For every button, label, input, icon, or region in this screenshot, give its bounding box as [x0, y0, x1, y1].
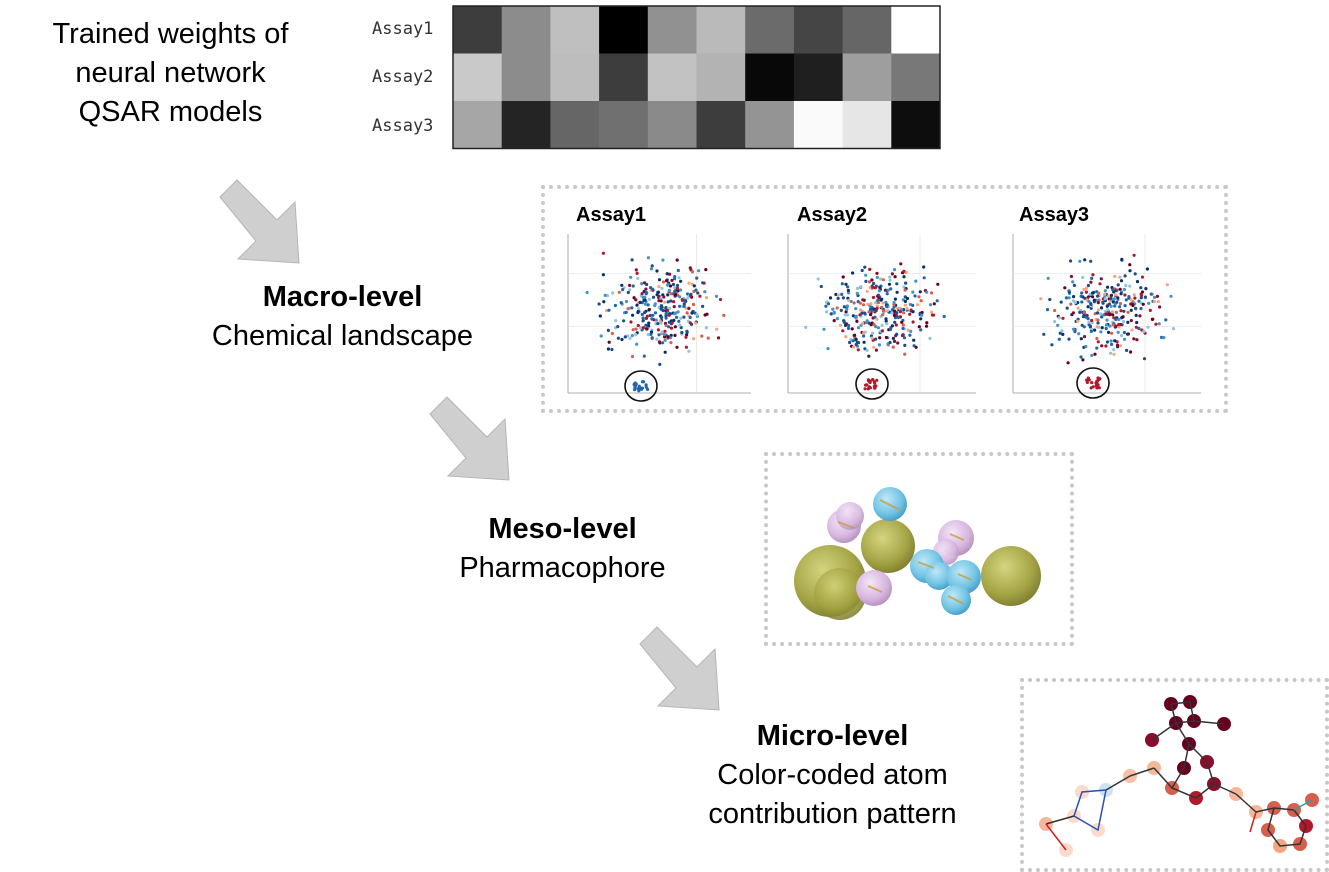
landscape-title-assay3: Assay3: [1019, 204, 1090, 226]
weights-caption: Trained weights of neural network QSAR m…: [18, 15, 323, 132]
heatmap-frame: [452, 5, 941, 150]
weights-line-3: QSAR models: [78, 96, 263, 128]
heatmap-cell: [647, 6, 697, 54]
landscape-title-assay2: Assay2: [797, 204, 868, 226]
landscape-scatter-assay3: [1012, 234, 1201, 399]
heatmap-cell: [793, 53, 844, 102]
heatmap-cell: [501, 101, 551, 149]
meso-subtitle: Pharmacophore: [459, 552, 666, 584]
highlight-circle: [1076, 367, 1110, 399]
macro-title: Macro-level: [262, 281, 423, 313]
pharmacophore-spheres: [794, 487, 1041, 620]
heatmap-cell: [842, 101, 892, 149]
heatmap-cell: [599, 101, 649, 149]
highlight-circle: [855, 368, 889, 400]
heatmap-cell: [793, 6, 844, 54]
heatmap-cell: [599, 6, 649, 54]
heatmap-cell: [891, 53, 941, 102]
landscape-scatter-assay2: [787, 234, 976, 400]
weights-heatmap: [452, 5, 941, 150]
highlight-circle: [624, 370, 658, 402]
pharmacophore-model: [794, 487, 1041, 620]
landscape-title-assay1: Assay1: [576, 204, 647, 226]
heatmap-cell: [745, 101, 795, 149]
landscape-scatter-assay1: [567, 234, 751, 402]
micro-caption: Micro-level Color-coded atom contributio…: [670, 717, 995, 834]
meso-caption: Meso-level Pharmacophore: [420, 510, 705, 588]
chemical-landscape-panel: [541, 185, 1228, 413]
heatmap-cell: [891, 6, 941, 54]
heatmap-cell: [453, 53, 503, 102]
meso-title: Meso-level: [488, 513, 637, 545]
pharmacophore-panel: [764, 452, 1074, 646]
heatmap-cell: [550, 6, 600, 54]
heatmap-row-label-1: Assay1: [372, 19, 434, 39]
weights-line-2: neural network: [75, 57, 266, 89]
heatmap-cell: [647, 101, 697, 149]
atom-contribution-molecule: [1039, 695, 1319, 857]
heatmap-cell: [745, 6, 795, 54]
heatmap-cell: [842, 6, 892, 54]
heatmap-cell: [793, 101, 844, 149]
arrow-down-3: [639, 626, 720, 711]
heatmap-row-label-2: Assay2: [372, 67, 434, 87]
weights-line-1: Trained weights of: [52, 18, 289, 50]
micro-subtitle-line-1: Color-coded atom: [717, 759, 948, 791]
heatmap-cell: [696, 101, 746, 149]
heatmap-cell: [550, 53, 600, 102]
heatmap-cell: [745, 53, 795, 102]
heatmap-cell: [453, 6, 503, 54]
heatmap-cell: [453, 101, 503, 149]
atom-contribution-panel: [1020, 678, 1329, 872]
micro-title: Micro-level: [756, 720, 909, 752]
heatmap-cell: [550, 101, 600, 149]
macro-caption: Macro-level Chemical landscape: [180, 278, 505, 356]
heatmap-cell: [696, 53, 746, 102]
heatmap-row-label-3: Assay3: [372, 116, 434, 136]
heatmap-cell: [647, 53, 697, 102]
heatmap-cell: [599, 53, 649, 102]
arrow-down-2: [429, 396, 510, 481]
heatmap-cell: [501, 6, 551, 54]
macro-subtitle: Chemical landscape: [211, 320, 474, 352]
heatmap-cell: [842, 53, 892, 102]
heatmap-cell: [696, 6, 746, 54]
heatmap-cell: [891, 101, 941, 149]
arrow-down-1: [219, 179, 300, 264]
micro-subtitle-line-2: contribution pattern: [708, 798, 957, 830]
heatmap-cell: [501, 53, 551, 102]
